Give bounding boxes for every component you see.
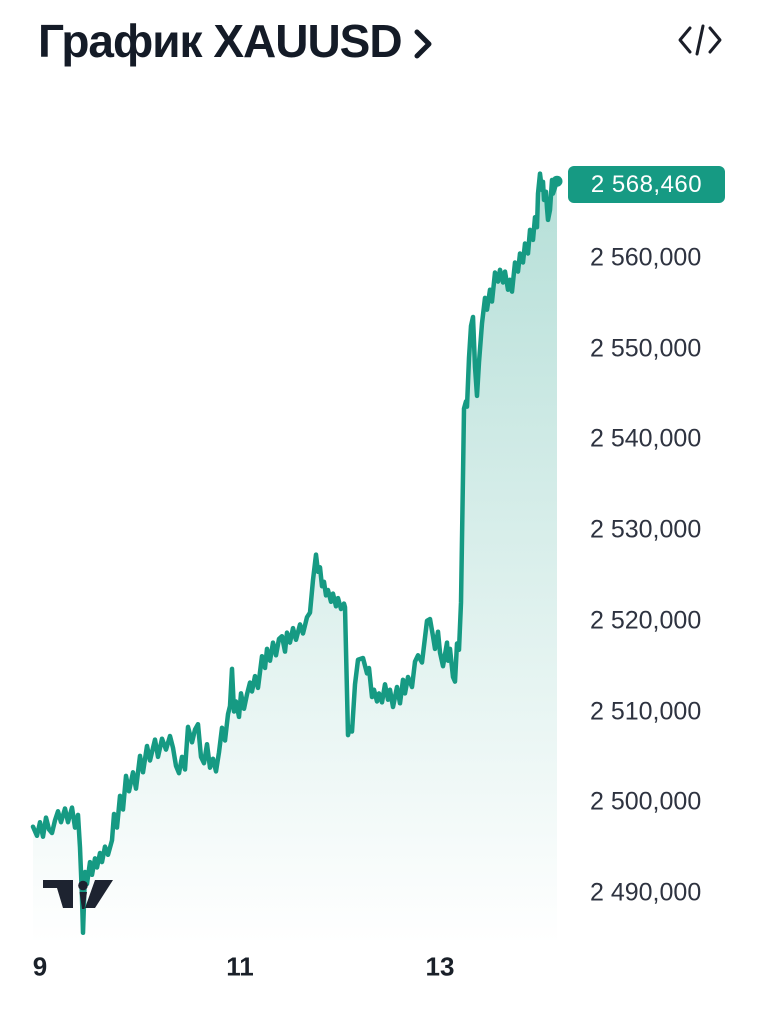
y-axis-label: 2 550,000 [590,334,702,363]
tradingview-logo-slash [85,880,113,908]
tradingview-logo-bar [43,880,73,908]
price-area-fill [33,173,557,946]
page-title: График XAUUSD [38,15,403,67]
price-line [30,171,560,936]
y-axis-label: 2 520,000 [590,606,702,635]
last-price-dot [551,175,563,187]
y-axis-label: 2 510,000 [590,697,702,725]
y-axis-label: 2 490,000 [590,878,702,907]
embed-code-button[interactable] [677,23,723,62]
code-icon [678,24,722,56]
y-axis-label: 2 540,000 [590,424,702,453]
tradingview-logo-dot [78,880,88,891]
last-price-value: 2 568,460 [590,170,703,198]
y-axis-label: 2 530,000 [590,515,702,544]
last-price-badge: 2 568,460 [568,166,725,204]
y-axis-label: 2 500,000 [590,787,702,816]
x-axis-label: 11 [226,951,254,982]
y-axis-label: 2 560,000 [590,243,702,272]
x-axis-label: 13 [425,951,455,982]
tradingview-logo[interactable] [43,880,113,909]
tradingview-logo-tail [79,892,87,909]
chart-title-link[interactable]: График XAUUSD [38,14,434,68]
x-axis-label: 9 [32,951,48,982]
chevron-right-icon [414,29,432,59]
